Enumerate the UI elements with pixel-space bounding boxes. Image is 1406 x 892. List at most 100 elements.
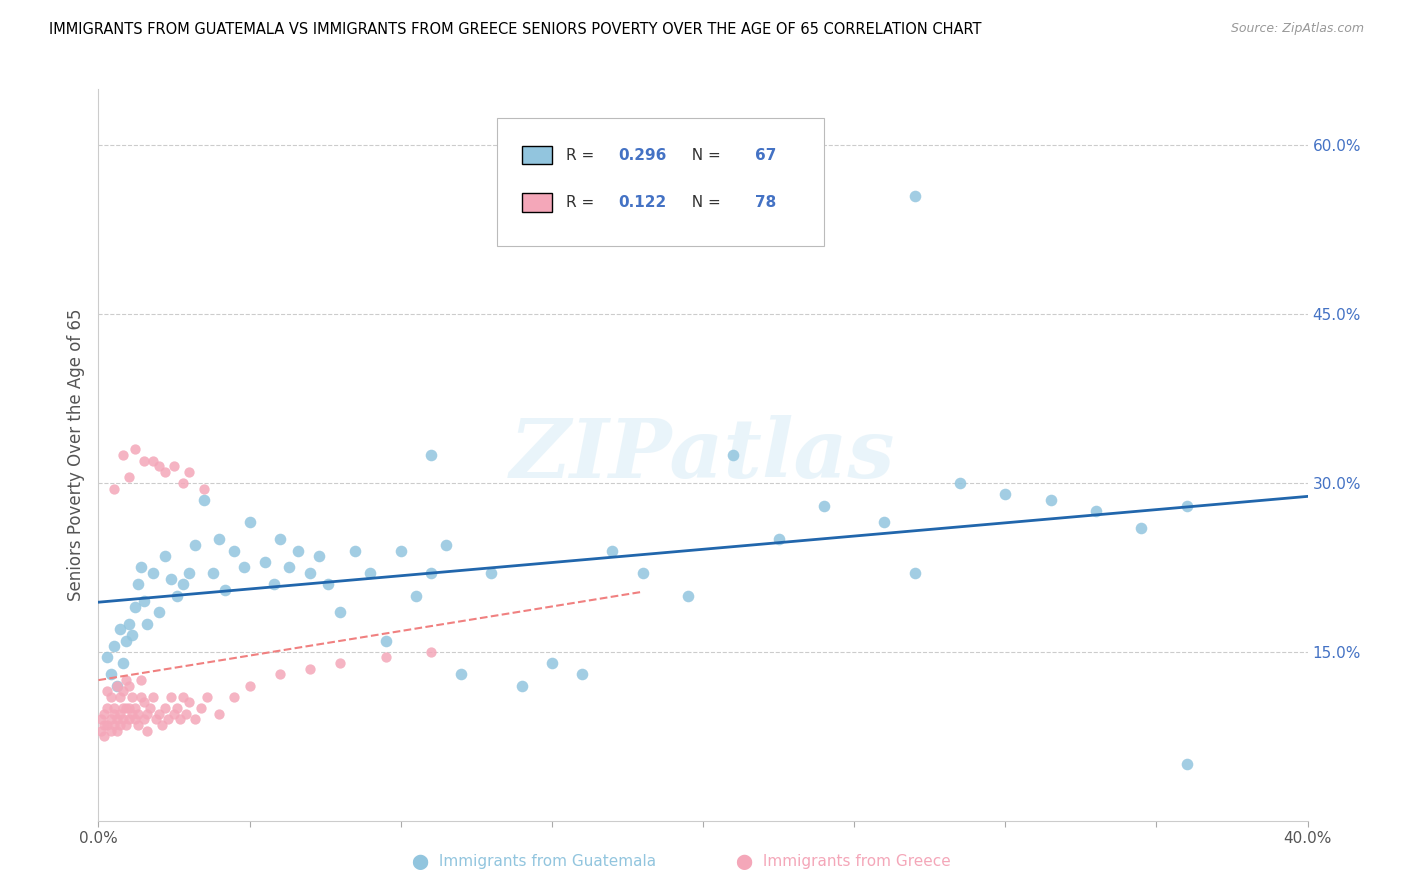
Point: [96, 650, 118, 665]
Point: [166, 589, 188, 603]
Point: [299, 662, 322, 676]
Point: [142, 453, 165, 467]
Point: [121, 690, 143, 704]
Text: ⬤  Immigrants from Greece: ⬤ Immigrants from Greece: [737, 854, 950, 870]
Point: [124, 442, 146, 457]
Point: [308, 549, 330, 564]
Point: [129, 690, 152, 704]
Point: [105, 679, 128, 693]
Point: [148, 459, 170, 474]
Point: [114, 633, 136, 648]
Point: [93, 729, 115, 743]
Point: [169, 712, 191, 726]
Point: [103, 706, 125, 721]
Point: [631, 566, 654, 580]
Point: [224, 543, 246, 558]
Point: [179, 696, 201, 710]
Point: [105, 723, 128, 738]
Point: [105, 712, 128, 726]
Point: [163, 459, 186, 474]
Text: ⬤  Immigrants from Guatemala: ⬤ Immigrants from Guatemala: [412, 854, 657, 870]
Point: [111, 448, 134, 462]
Point: [90, 712, 112, 726]
Point: [184, 538, 207, 552]
Point: [153, 465, 176, 479]
Text: 67: 67: [755, 147, 776, 162]
Point: [111, 656, 134, 670]
Point: [139, 701, 162, 715]
Text: R =: R =: [567, 195, 599, 211]
Point: [132, 594, 155, 608]
Point: [135, 723, 157, 738]
Point: [1085, 504, 1108, 518]
Point: [420, 448, 443, 462]
FancyBboxPatch shape: [522, 146, 553, 164]
Text: R =: R =: [567, 147, 599, 162]
Point: [1175, 757, 1198, 772]
Point: [253, 555, 276, 569]
Text: N =: N =: [682, 195, 725, 211]
Point: [93, 706, 115, 721]
Point: [904, 566, 927, 580]
Point: [389, 543, 412, 558]
Point: [108, 623, 131, 637]
Point: [124, 599, 146, 614]
Point: [124, 712, 146, 726]
Text: 78: 78: [755, 195, 776, 211]
Point: [127, 577, 149, 591]
Point: [135, 616, 157, 631]
Point: [127, 706, 149, 721]
Point: [129, 673, 152, 687]
Point: [602, 543, 624, 558]
Point: [118, 616, 141, 631]
Text: 0.296: 0.296: [619, 147, 666, 162]
Point: [148, 706, 170, 721]
Point: [172, 476, 194, 491]
Point: [135, 706, 157, 721]
Point: [96, 684, 118, 698]
Point: [239, 516, 262, 530]
Point: [96, 718, 118, 732]
Text: Source: ZipAtlas.com: Source: ZipAtlas.com: [1230, 22, 1364, 36]
Point: [132, 453, 155, 467]
Point: [768, 533, 790, 547]
Point: [239, 679, 262, 693]
Point: [100, 712, 122, 726]
Point: [949, 476, 972, 491]
Point: [190, 701, 212, 715]
Point: [103, 718, 125, 732]
Point: [108, 690, 131, 704]
Point: [100, 690, 122, 704]
Point: [723, 448, 745, 462]
Point: [232, 560, 254, 574]
Point: [193, 482, 215, 496]
Point: [160, 572, 183, 586]
Point: [263, 577, 285, 591]
Point: [904, 189, 927, 203]
Point: [405, 589, 427, 603]
Point: [114, 701, 136, 715]
Point: [179, 465, 201, 479]
Point: [316, 577, 339, 591]
Point: [111, 684, 134, 698]
Point: [142, 566, 165, 580]
Point: [481, 566, 503, 580]
Point: [179, 566, 201, 580]
Point: [202, 566, 225, 580]
Point: [174, 706, 197, 721]
Point: [994, 487, 1017, 501]
Point: [111, 712, 134, 726]
Point: [374, 633, 396, 648]
Point: [287, 543, 309, 558]
Point: [121, 706, 143, 721]
Point: [208, 706, 231, 721]
Point: [118, 679, 141, 693]
Point: [571, 667, 593, 681]
Point: [105, 679, 128, 693]
Point: [269, 533, 291, 547]
Point: [269, 667, 291, 681]
Point: [153, 701, 176, 715]
Point: [1039, 492, 1062, 507]
Point: [163, 706, 186, 721]
Point: [329, 656, 352, 670]
